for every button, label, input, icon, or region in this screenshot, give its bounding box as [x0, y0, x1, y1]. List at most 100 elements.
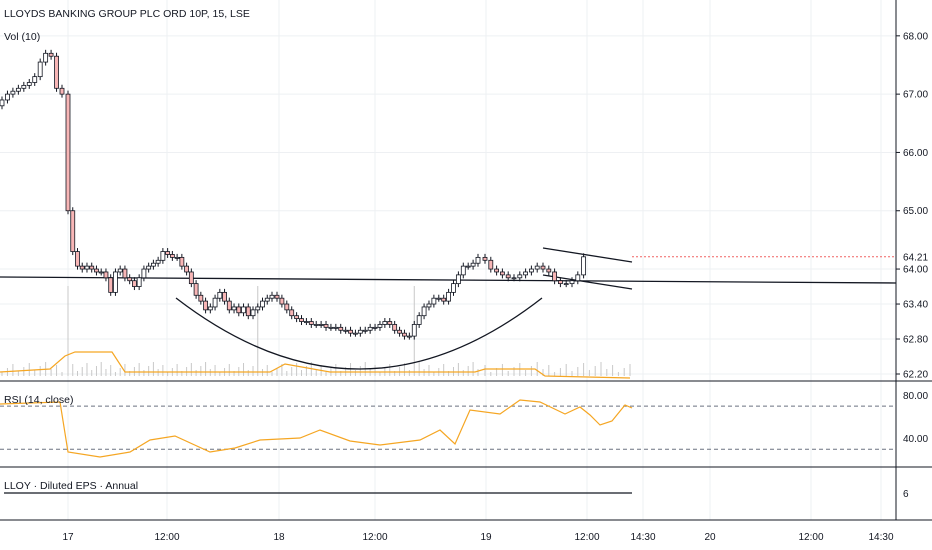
candle [54, 52, 59, 92]
candle [460, 262, 466, 279]
candle [65, 90, 71, 215]
candle [488, 256, 494, 273]
candle-body [304, 321, 309, 323]
candle-body [446, 291, 451, 302]
candle [146, 262, 152, 273]
candle-body [255, 306, 261, 311]
candle [304, 318, 309, 326]
y-tick-label: 63.40 [903, 300, 928, 311]
candle [284, 300, 290, 314]
rsi-pane: 80.00 40.00 [0, 391, 928, 458]
candle-body [264, 297, 270, 302]
candle-body [505, 274, 511, 279]
candle [250, 306, 256, 320]
candle [377, 320, 383, 331]
candle-body [523, 271, 528, 276]
candle [499, 268, 505, 279]
candle-body [348, 329, 353, 334]
resistance-line [0, 276, 897, 284]
candle [575, 271, 581, 285]
candle [103, 268, 109, 282]
candle [21, 81, 27, 92]
candle-body [241, 306, 246, 314]
grid-lines [0, 0, 896, 520]
candle [451, 280, 456, 296]
candle-body [581, 256, 586, 276]
x-tick-label: 12:00 [362, 532, 387, 543]
candle [203, 297, 208, 314]
candle [198, 291, 204, 305]
candle [441, 294, 447, 305]
candle-body [372, 326, 378, 329]
candle [264, 294, 270, 305]
candle [308, 318, 314, 328]
candle-body [308, 321, 314, 325]
candle-body [499, 271, 505, 276]
candle [534, 262, 540, 273]
candle [212, 294, 218, 311]
eps-pane: 6 [4, 489, 909, 500]
candle [323, 320, 329, 331]
symbol-title: LLOYDS BANKING GROUP PLC ORD 10P, 15, LS… [4, 8, 250, 20]
volume-label: Vol (10) [4, 31, 41, 43]
candle [455, 271, 461, 288]
candle [184, 262, 190, 276]
candle [122, 265, 128, 282]
candle [245, 303, 251, 320]
candle [231, 303, 237, 314]
candle [372, 323, 378, 331]
y-tick-label: 62.20 [903, 370, 928, 381]
candle [505, 271, 511, 282]
candle [436, 294, 442, 302]
candle [431, 294, 437, 308]
volume-ma-line [0, 351, 631, 379]
candle-body [0, 99, 5, 107]
candle-body [122, 268, 128, 279]
candle [260, 297, 265, 311]
candle [132, 277, 137, 291]
flag-upper-line [542, 247, 633, 263]
eps-label: LLOY · Diluted EPS · Annual [4, 480, 139, 492]
candle-body [198, 294, 204, 302]
y-tick-label: 67.00 [903, 90, 928, 101]
candle [318, 320, 324, 328]
candle-body [48, 52, 54, 57]
candle-body [132, 280, 137, 287]
candle-body [382, 321, 388, 325]
candle-body [274, 294, 280, 299]
candle [226, 297, 232, 314]
candle-body [245, 306, 251, 317]
candle-body [5, 93, 10, 101]
candle [236, 303, 242, 317]
candle [179, 253, 185, 270]
candle [362, 326, 368, 334]
candle-body [529, 268, 534, 273]
candle-body [517, 274, 523, 279]
candle [540, 262, 546, 273]
candle-body [84, 265, 90, 270]
candle [32, 73, 38, 86]
y-tick-label: 62.80 [903, 335, 928, 346]
candle [397, 326, 402, 337]
candle [558, 277, 563, 288]
candle-body [15, 87, 21, 92]
candle [222, 288, 227, 305]
candle-body [318, 324, 324, 326]
candle-body [482, 256, 488, 261]
eps-tick-label: 6 [903, 489, 909, 500]
candle-body [146, 265, 152, 270]
candle [84, 262, 90, 273]
flag-lower-line [542, 274, 633, 290]
candle-body [260, 300, 265, 308]
candle-body [284, 303, 290, 311]
candle [523, 268, 528, 279]
candle [517, 271, 523, 282]
candle [217, 288, 223, 302]
candle [117, 265, 123, 276]
candle-body [165, 251, 171, 255]
candle-body [160, 251, 166, 261]
candle [94, 265, 99, 276]
x-tick-label: 19 [480, 532, 492, 543]
